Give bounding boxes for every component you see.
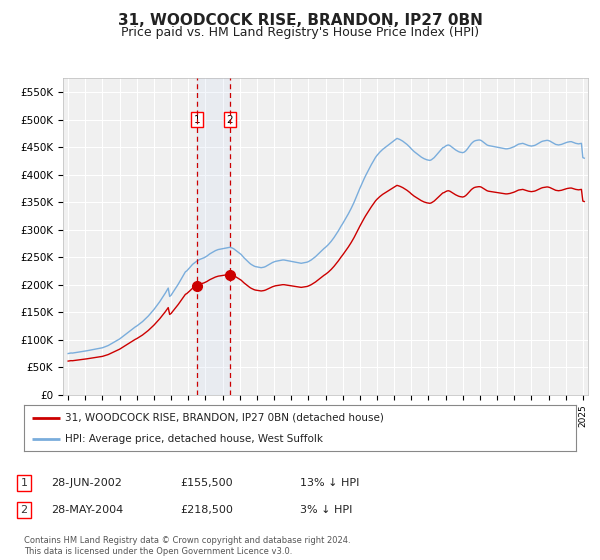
Text: 28-JUN-2002: 28-JUN-2002 bbox=[51, 478, 122, 488]
Text: 1: 1 bbox=[20, 478, 28, 488]
Text: 2: 2 bbox=[20, 505, 28, 515]
Text: 3% ↓ HPI: 3% ↓ HPI bbox=[300, 505, 352, 515]
Text: 28-MAY-2004: 28-MAY-2004 bbox=[51, 505, 123, 515]
Text: 13% ↓ HPI: 13% ↓ HPI bbox=[300, 478, 359, 488]
Text: Price paid vs. HM Land Registry's House Price Index (HPI): Price paid vs. HM Land Registry's House … bbox=[121, 26, 479, 39]
Text: £155,500: £155,500 bbox=[180, 478, 233, 488]
Text: £218,500: £218,500 bbox=[180, 505, 233, 515]
Bar bbox=[197, 78, 230, 395]
Text: Contains HM Land Registry data © Crown copyright and database right 2024.
This d: Contains HM Land Registry data © Crown c… bbox=[24, 536, 350, 556]
Text: HPI: Average price, detached house, West Suffolk: HPI: Average price, detached house, West… bbox=[65, 435, 323, 444]
Text: 2: 2 bbox=[226, 115, 233, 125]
Text: 31, WOODCOCK RISE, BRANDON, IP27 0BN (detached house): 31, WOODCOCK RISE, BRANDON, IP27 0BN (de… bbox=[65, 413, 384, 423]
Text: 1: 1 bbox=[193, 115, 200, 125]
Text: 31, WOODCOCK RISE, BRANDON, IP27 0BN: 31, WOODCOCK RISE, BRANDON, IP27 0BN bbox=[118, 13, 482, 29]
